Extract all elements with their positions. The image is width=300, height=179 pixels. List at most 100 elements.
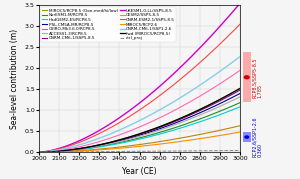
NorESM1-M/RCP8.5 bbox=[188, 121, 192, 124]
fwd (MIROC5/RCP8.5) bbox=[188, 113, 192, 115]
ctrl_proj bbox=[73, 151, 76, 153]
NorESM1-M/RCP8.5 bbox=[238, 102, 242, 104]
HadGEM2-ES/RCP8.5 bbox=[238, 106, 242, 108]
CSIRO-Mk3.6.0/RCP8.5 bbox=[73, 150, 76, 152]
UKESM1-0-LL/SSP5-8.5 bbox=[238, 2, 242, 4]
CNRM-CM6-1/SSP5-8.5 bbox=[89, 146, 92, 148]
Line: HadGEM2-ES/RCP8.5: HadGEM2-ES/RCP8.5 bbox=[39, 107, 240, 152]
UKESM1-0-LL/SSP5-8.5 bbox=[156, 87, 159, 89]
HadGEM2-ES/RCP8.5 bbox=[156, 134, 159, 136]
MIROC5/RCP2.6 bbox=[156, 143, 159, 146]
ctrl_proj bbox=[128, 150, 132, 153]
HadGEM2-ES/RCP8.5 bbox=[128, 140, 132, 142]
IPSL-CM5A-MR/RCP8.5 bbox=[37, 151, 41, 153]
CESM2/SSP5-8.5 bbox=[238, 69, 242, 71]
CNRM-CM6-1/SSP1-2.6 bbox=[238, 55, 242, 58]
Line: CNRM-CM6-1/SSP1-2.6: CNRM-CM6-1/SSP1-2.6 bbox=[39, 57, 240, 152]
ctrl_proj bbox=[156, 150, 159, 152]
CSIRO-Mk3.6.0/RCP8.5 bbox=[171, 138, 175, 141]
CNRM-ESM2-1/SSP5-8.5 bbox=[238, 23, 242, 25]
IPSL-CM5A-MR/RCP8.5 bbox=[238, 92, 242, 95]
CNRM-CM6-1/SSP5-8.5 bbox=[238, 89, 242, 91]
fwd (MIROC5/RCP8.5) bbox=[238, 87, 242, 90]
HadGEM2-ES/RCP8.5 bbox=[171, 129, 175, 131]
MIROC5/RCP2.6 bbox=[89, 149, 92, 151]
HadGEM2-ES/RCP8.5 bbox=[37, 151, 41, 153]
UKESM1-0-LL/SSP5-8.5 bbox=[37, 151, 41, 153]
CNRM-CM6-1/SSP5-8.5 bbox=[171, 121, 175, 123]
ctrl_proj bbox=[37, 151, 41, 153]
ctrl_proj bbox=[238, 149, 242, 152]
Line: ACCESS1.3/RCP8.5: ACCESS1.3/RCP8.5 bbox=[39, 97, 240, 152]
MIROC5/RCP8.5 (Oon-med/hi/low) bbox=[238, 87, 242, 90]
CNRM-ESM2-1/SSP5-8.5 bbox=[89, 137, 92, 139]
CNRM-CM6-1/SSP1-2.6 bbox=[128, 124, 132, 126]
ACCESS1.3/RCP8.5 bbox=[188, 118, 192, 120]
Line: NorESM1-M/RCP8.5: NorESM1-M/RCP8.5 bbox=[39, 103, 240, 152]
ACCESS1.3/RCP8.5 bbox=[89, 146, 92, 148]
Line: CNRM-CM6-1/SSP5-8.5: CNRM-CM6-1/SSP5-8.5 bbox=[39, 90, 240, 152]
IPSL-CM5A-MR/RCP8.5 bbox=[156, 128, 159, 130]
UKESM1-0-LL/SSP5-8.5 bbox=[89, 134, 92, 136]
UKESM1-0-LL/SSP5-8.5 bbox=[128, 109, 132, 111]
CNRM-CM6-1/SSP1-2.6 bbox=[156, 110, 159, 112]
CNRM-ESM2-1/SSP5-8.5 bbox=[73, 143, 76, 145]
CNRM-CM6-1/SSP1-2.6 bbox=[188, 90, 192, 93]
ACCESS1.3/RCP8.5 bbox=[37, 151, 41, 153]
CNRM-ESM2-1/SSP5-8.5 bbox=[128, 115, 132, 117]
UKESM1-0-LL/SSP5-8.5 bbox=[171, 73, 175, 75]
Line: MIROC5/RCP8.5 (Oon-med/hi/low): MIROC5/RCP8.5 (Oon-med/hi/low) bbox=[39, 88, 240, 152]
NorESM1-M/RCP8.5 bbox=[128, 139, 132, 141]
IPSL-CM5A-MR/RCP8.5 bbox=[171, 123, 175, 125]
Line: IPSL-CM5A-MR/RCP8.5: IPSL-CM5A-MR/RCP8.5 bbox=[39, 93, 240, 152]
HadGEM2-ES/RCP8.5 bbox=[73, 149, 76, 151]
CNRM-ESM2-1/SSP5-8.5 bbox=[37, 151, 41, 153]
Line: fwd (MIROC5/RCP8.5): fwd (MIROC5/RCP8.5) bbox=[39, 88, 240, 152]
fwd (MIROC5/RCP8.5) bbox=[156, 127, 159, 129]
Text: RCP2.6/SSP1-2.6
0.360: RCP2.6/SSP1-2.6 0.360 bbox=[252, 117, 263, 157]
Line: ctrl_proj: ctrl_proj bbox=[39, 151, 240, 152]
CSIRO-Mk3.6.0/RCP8.5 bbox=[238, 125, 242, 127]
CNRM-CM6-1/SSP5-8.5 bbox=[128, 136, 132, 138]
MIROC5/RCP8.5 (Oon-med/hi/low) bbox=[171, 120, 175, 122]
CNRM-ESM2-1/SSP5-8.5 bbox=[156, 96, 159, 98]
fwd (MIROC5/RCP8.5) bbox=[171, 120, 175, 122]
fwd (MIROC5/RCP8.5) bbox=[73, 148, 76, 150]
CSIRO-Mk3.6.0/RCP8.5 bbox=[188, 135, 192, 137]
CESM2/SSP5-8.5 bbox=[73, 147, 76, 149]
NorESM1-M/RCP8.5 bbox=[171, 127, 175, 129]
MIROC5/RCP8.5 (Oon-med/hi/low) bbox=[128, 136, 132, 138]
ctrl_proj bbox=[89, 151, 92, 153]
MIROC5/RCP2.6 bbox=[128, 146, 132, 148]
ACCESS1.3/RCP8.5 bbox=[73, 149, 76, 151]
IPSL-CM5A-MR/RCP8.5 bbox=[128, 137, 132, 139]
fwd (MIROC5/RCP8.5) bbox=[37, 151, 41, 153]
Line: CESM2/SSP5-8.5: CESM2/SSP5-8.5 bbox=[39, 70, 240, 152]
ACCESS1.3/RCP8.5 bbox=[238, 96, 242, 98]
ACCESS1.3/RCP8.5 bbox=[128, 138, 132, 140]
CSIRO-Mk3.6.0/RCP8.5 bbox=[37, 151, 41, 153]
ctrl_proj bbox=[171, 150, 175, 152]
CESM2/SSP5-8.5 bbox=[128, 130, 132, 132]
MIROC5/RCP2.6 bbox=[238, 131, 242, 133]
MIROC5/RCP8.5 (Oon-med/hi/low) bbox=[37, 151, 41, 153]
MIROC5/RCP8.5 (Oon-med/hi/low) bbox=[156, 127, 159, 129]
CSIRO-Mk3.6.0/RCP8.5 bbox=[156, 141, 159, 143]
HadGEM2-ES/RCP8.5 bbox=[89, 147, 92, 149]
CSIRO-Mk3.6.0/RCP8.5 bbox=[89, 149, 92, 151]
Y-axis label: Sea-level contribution (m): Sea-level contribution (m) bbox=[11, 29, 20, 129]
fwd (MIROC5/RCP8.5) bbox=[89, 146, 92, 148]
NorESM1-M/RCP8.5 bbox=[73, 149, 76, 151]
MIROC5/RCP2.6 bbox=[188, 139, 192, 141]
UKESM1-0-LL/SSP5-8.5 bbox=[73, 142, 76, 144]
IPSL-CM5A-MR/RCP8.5 bbox=[89, 146, 92, 148]
Legend: MIROC5/RCP8.5 (Oon-med/hi/low), NorESM1-M/RCP8.5, HadGEM2-ES/RCP8.5, IPSL-CM5A-M: MIROC5/RCP8.5 (Oon-med/hi/low), NorESM1-… bbox=[41, 8, 176, 42]
Text: RCP8.5/SSP5-8.5
1.785: RCP8.5/SSP5-8.5 1.785 bbox=[252, 57, 263, 98]
MIROC5/RCP2.6 bbox=[73, 150, 76, 152]
CNRM-CM6-1/SSP1-2.6 bbox=[73, 145, 76, 147]
CSIRO-Mk3.6.0/RCP8.5 bbox=[128, 145, 132, 147]
CNRM-CM6-1/SSP5-8.5 bbox=[156, 127, 159, 129]
IPSL-CM5A-MR/RCP8.5 bbox=[188, 116, 192, 118]
MIROC5/RCP2.6 bbox=[37, 151, 41, 153]
NorESM1-M/RCP8.5 bbox=[37, 151, 41, 153]
